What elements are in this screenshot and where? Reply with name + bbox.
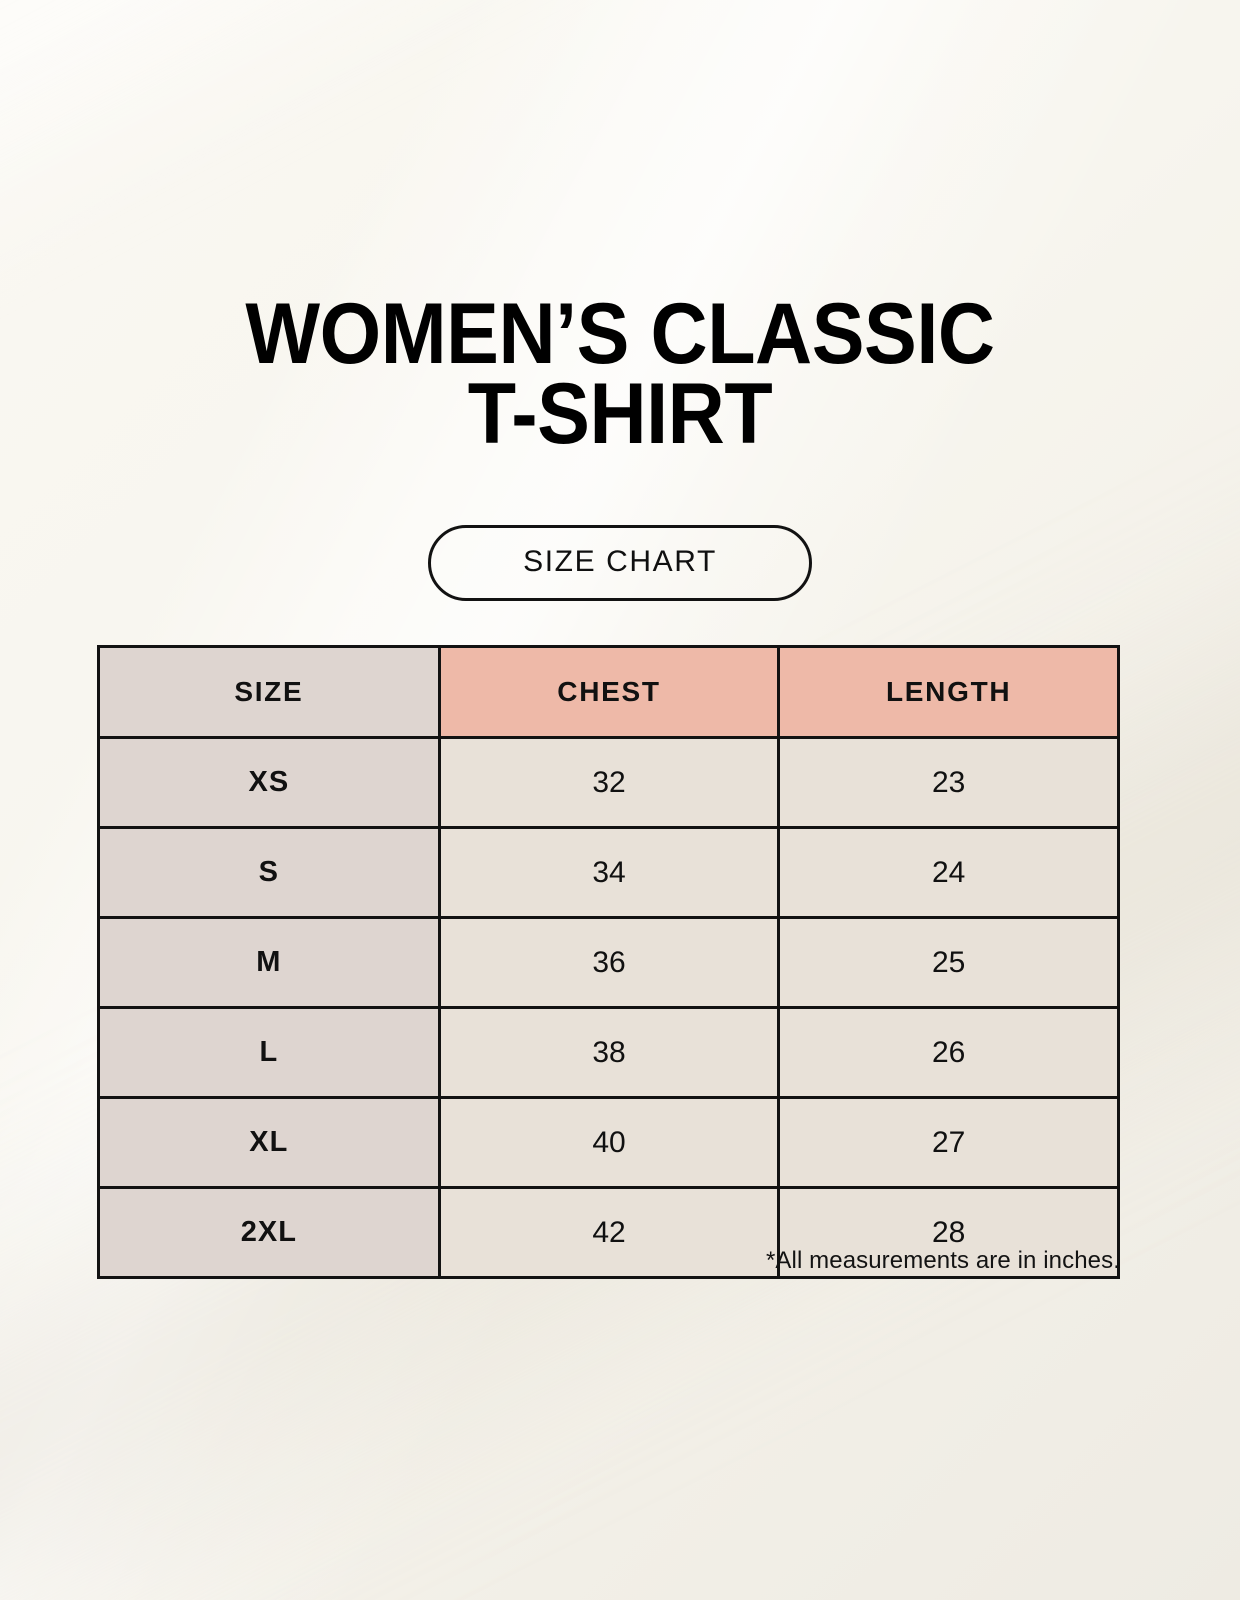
cell-chest: 36 — [437, 916, 779, 1008]
size-table-head: SIZE CHEST LENGTH — [98, 646, 1119, 738]
cell-size: XS — [98, 736, 440, 828]
size-chart-badge: SIZE CHART — [428, 525, 812, 601]
column-header-length: LENGTH — [777, 646, 1119, 738]
page-title: WOMEN’S CLASSIC T-SHIRT — [50, 291, 1191, 462]
column-header-size: SIZE — [98, 646, 440, 738]
cell-length: 28 — [777, 1186, 1119, 1278]
cell-size: XL — [98, 1096, 440, 1188]
cell-size: M — [98, 916, 440, 1008]
measurements-footnote: *All measurements are in inches. — [765, 1247, 1120, 1274]
cell-chest: 34 — [437, 826, 779, 918]
badge-container: SIZE CHART — [0, 525, 1240, 601]
cell-size: L — [98, 1006, 440, 1098]
light-sheen-top — [0, 0, 1240, 331]
cell-chest: 38 — [437, 1006, 779, 1098]
page-title-line-2: T-SHIRT — [467, 365, 773, 462]
size-table-body: XS 32 23 S 34 24 M 36 25 L — [98, 736, 1119, 1278]
table-row: XL 40 27 — [98, 1096, 1119, 1188]
cell-length: 27 — [777, 1096, 1119, 1188]
table-row: S 34 24 — [98, 826, 1119, 918]
cell-length: 26 — [777, 1006, 1119, 1098]
cell-chest: 42 — [437, 1186, 779, 1278]
table-row: XS 32 23 — [98, 736, 1119, 828]
table-row: M 36 25 — [98, 916, 1119, 1008]
cell-size: 2XL — [98, 1186, 440, 1278]
table-row: L 38 26 — [98, 1006, 1119, 1098]
size-table-container: SIZE CHEST LENGTH XS 32 23 S 34 24 — [97, 645, 1120, 1279]
cell-chest: 40 — [437, 1096, 779, 1188]
cell-size: S — [98, 826, 440, 918]
cell-length: 25 — [777, 916, 1119, 1008]
cell-chest: 32 — [437, 736, 779, 828]
cell-length: 23 — [777, 736, 1119, 828]
size-table: SIZE CHEST LENGTH XS 32 23 S 34 24 — [97, 645, 1120, 1279]
table-header-row: SIZE CHEST LENGTH — [98, 646, 1119, 738]
table-row: 2XL 42 28 — [98, 1186, 1119, 1278]
column-header-chest: CHEST — [437, 646, 779, 738]
cell-length: 24 — [777, 826, 1119, 918]
